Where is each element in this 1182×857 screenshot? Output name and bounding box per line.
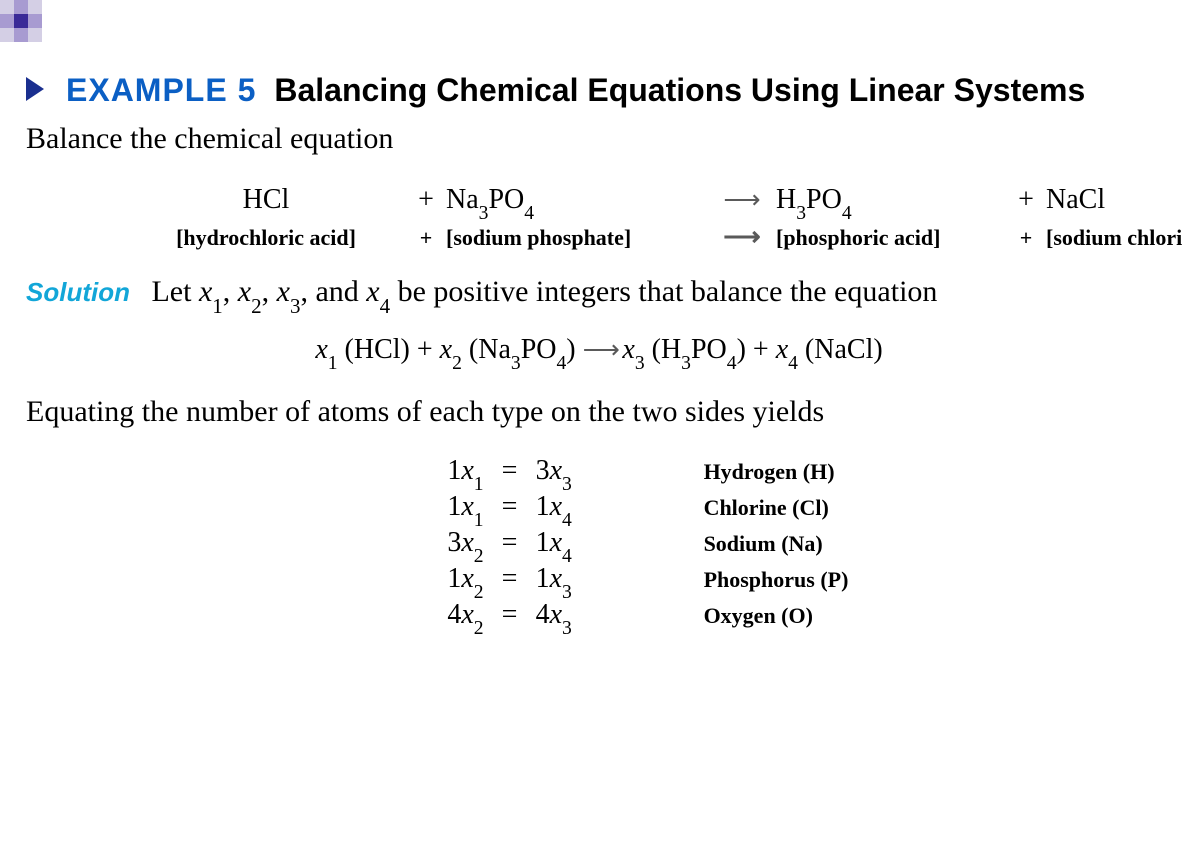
plus-2: + xyxy=(1006,184,1046,216)
decorative-checker xyxy=(0,0,56,56)
checker-cell xyxy=(14,42,28,56)
intro-text: Balance the chemical equation xyxy=(26,119,1172,160)
checker-cell xyxy=(0,14,14,28)
product-2-name: [sodium chloride] xyxy=(1046,225,1182,251)
reaction-arrow-3: ⟶ xyxy=(583,335,623,364)
rhs: 1x4 xyxy=(530,491,670,523)
equals-sign: = xyxy=(490,563,530,595)
atom-equation-row: 4x2=4x3 Oxygen (O) xyxy=(350,599,849,631)
checker-cell xyxy=(0,0,14,14)
equals-sign: = xyxy=(490,599,530,631)
reactant-1-name: [hydrochloric acid] xyxy=(126,225,406,251)
checker-cell xyxy=(42,28,56,42)
product-2: NaCl xyxy=(1046,184,1182,216)
rhs: 3x3 xyxy=(530,455,670,487)
plus-1: + xyxy=(406,184,446,216)
chemical-equation-block: HCl + Na3PO4 ⟶ H3PO4 + NaCl [hydrochlori… xyxy=(26,184,1172,252)
chemical-equation-formulas: HCl + Na3PO4 ⟶ H3PO4 + NaCl xyxy=(26,184,1172,216)
element-label: Chlorine (Cl) xyxy=(700,495,849,521)
atom-equation-system: 1x1=3x3Hydrogen (H)1x1=1x4Chlorine (Cl)3… xyxy=(350,451,849,635)
checker-cell xyxy=(0,42,14,56)
checker-cell xyxy=(14,14,28,28)
element-label: Phosphorus (P) xyxy=(700,567,849,593)
element-label: Sodium (Na) xyxy=(700,531,849,557)
rhs: 4x3 xyxy=(530,599,670,631)
example-title: Balancing Chemical Equations Using Linea… xyxy=(274,72,1085,109)
equals-sign: = xyxy=(490,491,530,523)
reactant-1: HCl xyxy=(126,184,406,216)
checker-cell xyxy=(28,42,42,56)
rhs: 1x3 xyxy=(530,563,670,595)
checker-cell xyxy=(28,14,42,28)
atom-equation-row: 1x1=3x3 Hydrogen (H) xyxy=(350,455,849,487)
solution-paragraph: Solution Let x1, x2, x3, and x4 be posit… xyxy=(26,272,1172,313)
lhs: 4x2 xyxy=(350,599,490,631)
checker-cell xyxy=(14,0,28,14)
example-label: EXAMPLE 5 xyxy=(66,72,256,109)
checker-cell xyxy=(42,0,56,14)
checker-cell xyxy=(28,0,42,14)
solution-label: Solution xyxy=(26,277,130,307)
reactant-2: Na3PO4 xyxy=(446,184,706,216)
equating-text: Equating the number of atoms of each typ… xyxy=(26,392,1172,433)
element-label: Oxygen (O) xyxy=(700,603,849,629)
lhs: 1x1 xyxy=(350,491,490,523)
product-1: H3PO4 xyxy=(776,184,1006,216)
checker-cell xyxy=(28,28,42,42)
plus-2-name: + xyxy=(1006,225,1046,251)
chemical-equation-names: [hydrochloric acid] + [sodium phosphate]… xyxy=(26,222,1172,252)
reaction-arrow-2: ⟶ xyxy=(706,222,776,252)
element-label: Hydrogen (H) xyxy=(700,459,849,485)
reaction-arrow: ⟶ xyxy=(706,185,776,215)
lhs: 1x2 xyxy=(350,563,490,595)
atom-equation-row: 3x2=1x4 Sodium (Na) xyxy=(350,527,849,559)
reactant-2-name: [sodium phosphate] xyxy=(446,225,706,251)
atom-equation-row: 1x2=1x3 Phosphorus (P) xyxy=(350,563,849,595)
atom-equation-row: 1x1=1x4 Chlorine (Cl) xyxy=(350,491,849,523)
solution-text: Let x1, x2, x3, and x4 be positive integ… xyxy=(151,275,937,308)
example-heading: EXAMPLE 5 Balancing Chemical Equations U… xyxy=(26,72,1172,109)
coefficient-equation: x1 (HCl) + x2 (Na3PO4) ⟶ x3 (H3PO4) + x4… xyxy=(26,334,1172,366)
lhs: 1x1 xyxy=(350,455,490,487)
checker-cell xyxy=(42,42,56,56)
product-1-name: [phosphoric acid] xyxy=(776,225,1006,251)
checker-cell xyxy=(0,28,14,42)
lhs: 3x2 xyxy=(350,527,490,559)
plus-1-name: + xyxy=(406,225,446,251)
equals-sign: = xyxy=(490,455,530,487)
checker-cell xyxy=(14,28,28,42)
page: EXAMPLE 5 Balancing Chemical Equations U… xyxy=(0,0,1182,857)
triangle-icon xyxy=(26,77,44,101)
equals-sign: = xyxy=(490,527,530,559)
rhs: 1x4 xyxy=(530,527,670,559)
checker-cell xyxy=(42,14,56,28)
